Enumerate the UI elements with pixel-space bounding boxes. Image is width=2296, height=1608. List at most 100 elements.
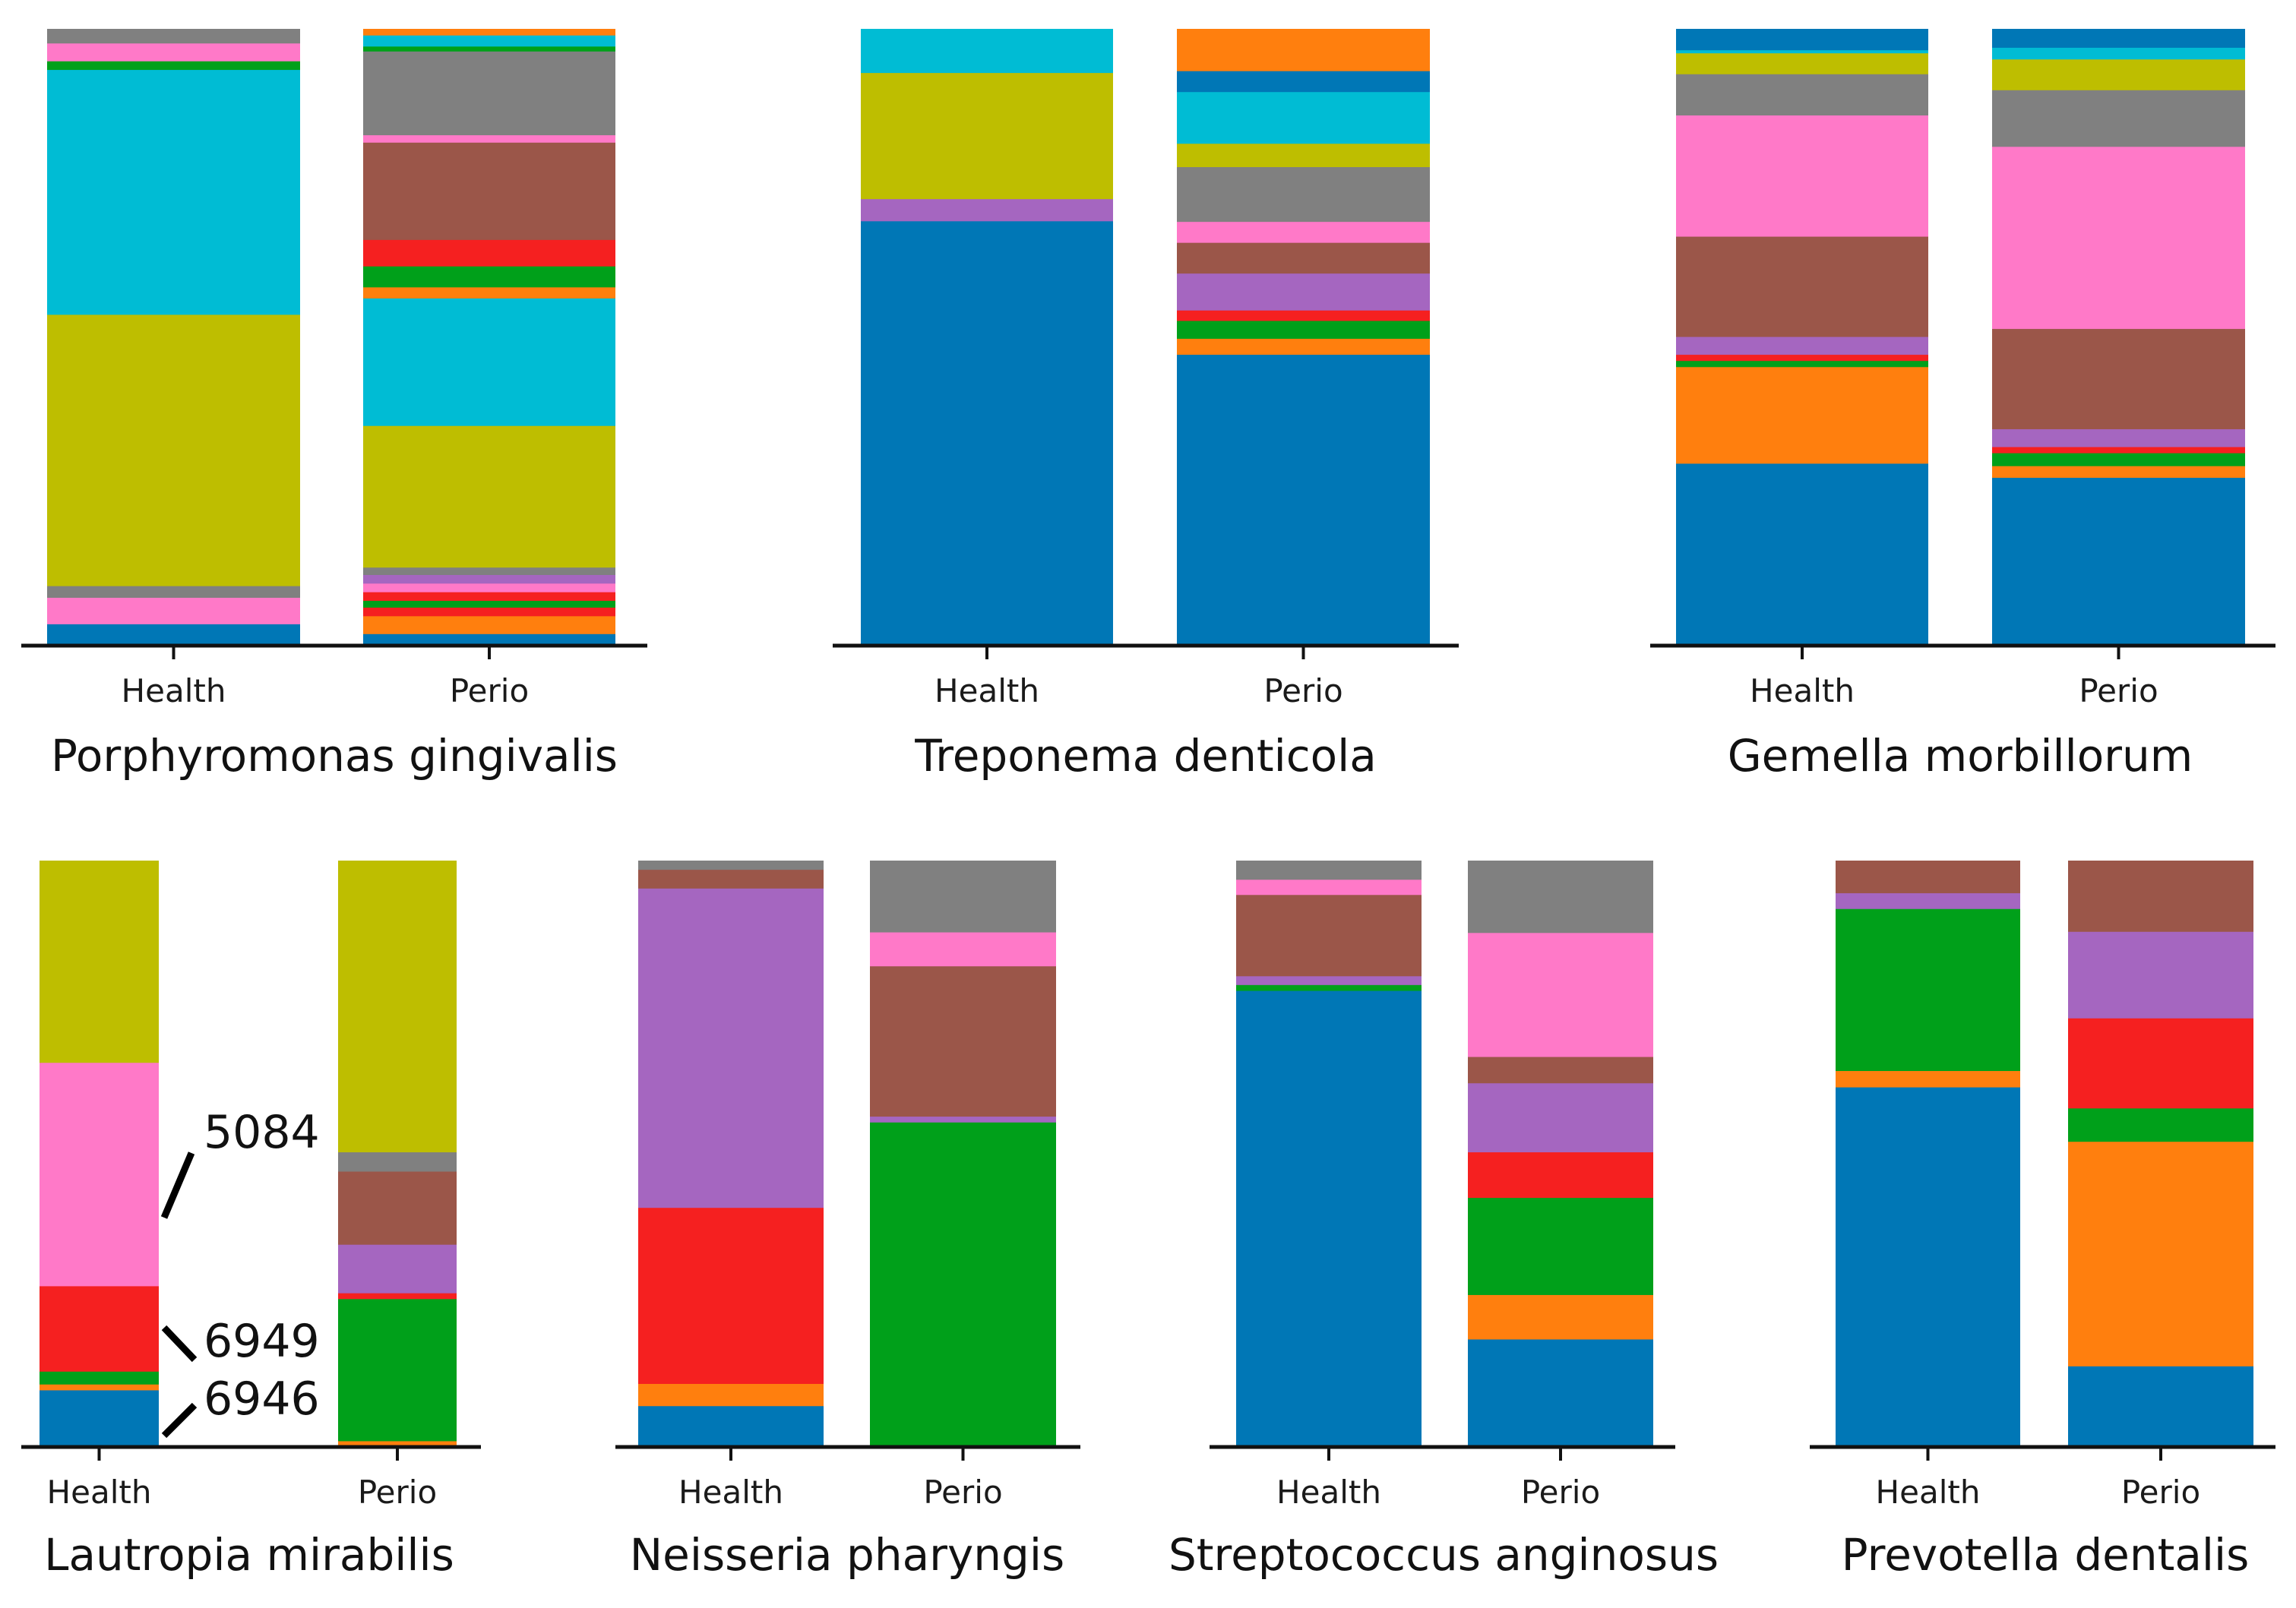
bar-segment [1836,1086,2020,1446]
bar-stack-health [1236,861,1422,1446]
bar-segment [1468,1294,1653,1340]
bar-segment [1177,273,1430,311]
bar-segment [47,314,300,586]
bar-segment [363,142,615,240]
annotation-label: 6946 [204,1373,320,1426]
bar-stack-perio [338,861,457,1446]
bar-segment [861,29,1113,74]
annotation-leader [161,1325,198,1363]
bar-segment [363,592,615,602]
bar-segment [1836,1070,2020,1088]
chart-panel: Health Perio Porphyromonas gingivalis [21,29,647,782]
x-tick-label: Perio [358,1474,437,1511]
bar-segment [638,1383,824,1407]
bar-segment [638,861,824,870]
bar-segment [1177,91,1430,144]
bar-segment [1236,975,1422,985]
bar-stack-health [47,29,300,645]
bar-segment [870,861,1056,933]
chart-panel: Health Perio Lautropia mirabilis 5084 694969… [21,861,481,1581]
bar-segment [1992,446,2245,453]
bar-segment [338,1293,457,1300]
bar-segment [338,861,457,1153]
chart-title: Gemella morbillorum [1728,730,2193,782]
bar-segment [1236,879,1422,896]
bar-segment [1676,366,1928,464]
bar-segment [47,586,300,599]
bar-segment [2068,861,2253,932]
chart-title: Treponema denticola [914,730,1377,782]
bar-segment [1468,1056,1653,1084]
bar-segment [363,615,615,634]
bar-stack-health [861,29,1113,645]
chart-title: Streptococcus anginosus [1169,1529,1719,1581]
bar-segment [363,51,615,136]
bar-segment [1468,1197,1653,1295]
bar-stack-perio [1992,29,2245,645]
bar-segment [40,1389,159,1446]
bar-segment [861,198,1113,222]
annotation-label: 5084 [204,1106,320,1159]
x-tick-label: Health [1876,1474,1981,1511]
x-tick-label: Health [935,672,1039,709]
bar-segment [1468,861,1653,934]
bar-segment [1676,360,1928,368]
bar-segment [1177,29,1430,71]
x-tick-label: Perio [2079,672,2158,709]
bar-segment [363,583,615,592]
bar-segment [1177,310,1430,321]
bar-segment [1236,894,1422,977]
bar-segment [1992,328,2245,430]
chart-title: Porphyromonas gingivalis [51,730,618,782]
bar-segment [1177,338,1430,355]
x-tick-label: Perio [923,1474,1002,1511]
chart-panel: Health Perio Gemella morbillorum [1650,29,2275,782]
bar-segment [1836,861,2020,893]
bar-stack-perio [2068,861,2253,1446]
bar-segment [638,1207,824,1384]
bar-segment [363,46,615,52]
bar-segment [1676,463,1928,645]
bar-segment [338,1440,457,1446]
bar-segment [2068,1141,2253,1366]
bar-segment [338,1152,457,1172]
bar-segment [40,1384,159,1391]
bar-segment [363,567,615,575]
bar-segment [1676,52,1928,74]
bar-segment [1992,453,2245,466]
bar-stack-perio [363,29,615,645]
bar-segment [1992,477,2245,645]
bar-segment [1468,1338,1653,1446]
x-tick-label: Perio [2121,1474,2200,1511]
bar-segment [338,1298,457,1442]
bar-segment [1177,242,1430,274]
bar-segment [1177,221,1430,243]
chart-title: Neisseria pharyngis [630,1529,1064,1581]
x-tick-label: Perio [1521,1474,1600,1511]
bar-segment [1676,336,1928,355]
bar-segment [870,1122,1056,1446]
chart-title: Lautropia mirabilis [44,1529,454,1581]
bar-segment [363,134,615,143]
bar-segment [1177,320,1430,340]
bar-segment [338,1244,457,1294]
chart-panel: Health Perio Treponema denticola [833,29,1459,782]
bar-segment [363,35,615,47]
bar-segment [363,633,615,645]
bar-segment [363,574,615,584]
bar-segment [40,1371,159,1385]
bar-segment [2068,931,2253,1019]
bar-segment [1177,354,1430,645]
bar-segment [40,1062,159,1287]
bar-segment [363,286,615,299]
bar-segment [1177,71,1430,93]
bar-segment [1992,146,2245,330]
bar-segment [1836,908,2020,1072]
bar-segment [870,931,1056,967]
bar-segment [40,861,159,1063]
annotation-label: 6949 [204,1315,320,1368]
bar-segment [363,266,615,288]
chart-panel: Health Perio Prevotella dentalis [1810,861,2275,1581]
